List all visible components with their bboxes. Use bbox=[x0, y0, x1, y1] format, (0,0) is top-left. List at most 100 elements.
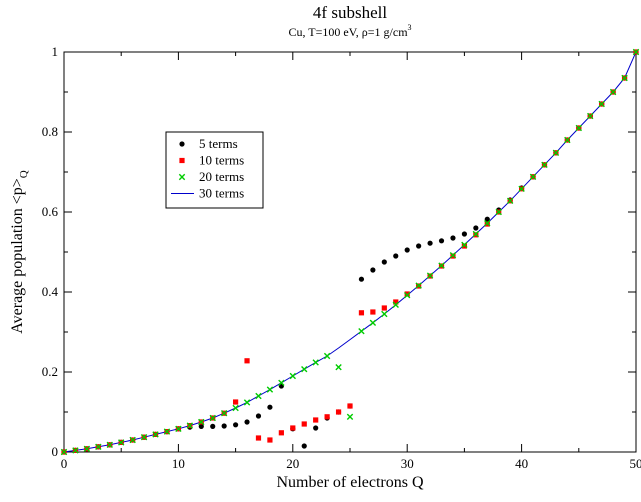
data-point-5-terms bbox=[473, 225, 479, 231]
data-point-10-terms bbox=[370, 309, 376, 315]
data-point-5-terms bbox=[427, 240, 433, 246]
data-point-10-terms bbox=[244, 358, 250, 364]
data-point-10-terms bbox=[301, 421, 307, 427]
legend-marker bbox=[179, 141, 185, 147]
x-tick-label: 10 bbox=[172, 456, 185, 471]
data-point-5-terms bbox=[393, 253, 399, 259]
data-point-20-terms bbox=[438, 262, 445, 269]
data-point-20-terms bbox=[392, 301, 399, 308]
data-point-20-terms bbox=[312, 359, 319, 366]
data-point-20-terms bbox=[186, 422, 194, 429]
data-point-20-terms bbox=[404, 292, 411, 299]
data-point-5-terms bbox=[438, 238, 445, 244]
data-point-20-terms bbox=[506, 197, 514, 204]
data-point-20-terms bbox=[609, 88, 617, 96]
x-tick-label: 20 bbox=[286, 456, 299, 471]
y-axis-label: Average population <p>Q bbox=[9, 170, 30, 333]
data-point-20-terms bbox=[564, 136, 571, 144]
data-point-20-terms bbox=[323, 352, 331, 360]
data-point-20-terms bbox=[278, 379, 285, 386]
plot-frame bbox=[63, 51, 637, 453]
data-point-20-terms bbox=[369, 319, 377, 326]
data-point-10-terms bbox=[290, 425, 296, 431]
data-point-20-terms bbox=[243, 399, 251, 406]
data-point-20-terms bbox=[461, 241, 468, 248]
data-point-20-terms bbox=[632, 48, 640, 56]
data-point-20-terms bbox=[518, 185, 525, 192]
data-point-20-terms bbox=[175, 425, 182, 432]
axes: 0 10 20 30 40 50 0 0.2 0.4 0.6 0.8 1 bbox=[42, 44, 641, 471]
data-point-20-terms bbox=[587, 112, 594, 120]
data-point-20-terms bbox=[346, 413, 354, 420]
data-point-10-terms bbox=[404, 291, 410, 297]
x-axis-label: Number of electrons Q bbox=[276, 474, 424, 491]
data-point-20-terms bbox=[255, 392, 262, 400]
data-point-20-terms bbox=[552, 149, 560, 156]
data-point-5-terms bbox=[255, 413, 262, 419]
data-point-20-terms bbox=[381, 310, 388, 318]
data-point-20-terms bbox=[472, 230, 480, 238]
y-tick-label: 0.2 bbox=[42, 364, 58, 379]
y-tick-label: 0 bbox=[52, 444, 59, 459]
data-point-10-terms bbox=[267, 437, 273, 443]
data-point-20-terms bbox=[95, 443, 102, 450]
data-point-20-terms bbox=[495, 208, 502, 216]
data-point-10-terms bbox=[393, 299, 399, 305]
data-point-5-terms bbox=[313, 425, 319, 431]
x-tick-label: 40 bbox=[515, 456, 528, 471]
data-point-5-terms bbox=[484, 216, 490, 222]
y-tick-label: 0.8 bbox=[42, 124, 58, 139]
data-point-10-terms bbox=[313, 417, 319, 423]
data-point-5-terms bbox=[416, 243, 422, 249]
y-tick-label: 0.6 bbox=[42, 204, 59, 219]
data-point-20-terms bbox=[72, 447, 79, 454]
data-point-20-terms bbox=[575, 124, 582, 132]
data-point-10-terms bbox=[461, 243, 467, 249]
y-tick-label: 1 bbox=[52, 44, 59, 59]
data-point-10-terms bbox=[358, 310, 365, 316]
data-point-10-terms bbox=[278, 430, 284, 436]
data-point-20-terms bbox=[449, 252, 457, 259]
data-point-20-terms bbox=[129, 436, 136, 444]
data-point-20-terms bbox=[484, 220, 491, 227]
data-point-10-terms bbox=[324, 414, 330, 420]
data-point-5-terms bbox=[404, 247, 410, 253]
data-point-20-terms bbox=[415, 282, 422, 289]
data-point-5-terms bbox=[221, 423, 227, 429]
x-tick-label: 50 bbox=[630, 456, 641, 471]
data-point-20-terms bbox=[60, 448, 68, 456]
chart-title: 4f subshell bbox=[313, 3, 387, 22]
data-point-5-terms bbox=[370, 267, 376, 273]
data-point-5-terms bbox=[461, 231, 467, 237]
data-point-10-terms bbox=[381, 305, 387, 311]
data-point-20-terms bbox=[266, 386, 274, 393]
x-tick-label: 30 bbox=[401, 456, 414, 471]
data-point-5-terms bbox=[450, 235, 456, 241]
data-point-10-terms bbox=[255, 435, 262, 441]
plot-area bbox=[60, 48, 640, 456]
legend-label: 20 terms bbox=[199, 169, 244, 184]
data-point-20-terms bbox=[220, 410, 228, 417]
data-point-20-terms bbox=[106, 441, 113, 448]
data-point-20-terms bbox=[232, 404, 239, 412]
data-point-5-terms bbox=[210, 423, 216, 429]
data-point-20-terms bbox=[301, 366, 308, 373]
x-tick-label: 0 bbox=[61, 456, 68, 471]
data-point-20-terms bbox=[598, 100, 605, 108]
data-point-20-terms bbox=[83, 445, 91, 452]
legend-label: 5 terms bbox=[199, 136, 238, 151]
data-point-5-terms bbox=[358, 276, 365, 282]
data-point-20-terms bbox=[621, 74, 628, 82]
legend-marker bbox=[178, 173, 186, 181]
data-point-10-terms bbox=[347, 403, 353, 409]
data-point-5-terms bbox=[244, 419, 250, 425]
legend-marker bbox=[179, 157, 185, 164]
data-point-20-terms bbox=[541, 161, 548, 168]
data-point-20-terms bbox=[163, 428, 171, 435]
data-point-20-terms bbox=[118, 439, 125, 446]
data-point-20-terms bbox=[289, 372, 296, 380]
data-point-20-terms bbox=[358, 328, 365, 335]
data-point-5-terms bbox=[198, 423, 204, 429]
